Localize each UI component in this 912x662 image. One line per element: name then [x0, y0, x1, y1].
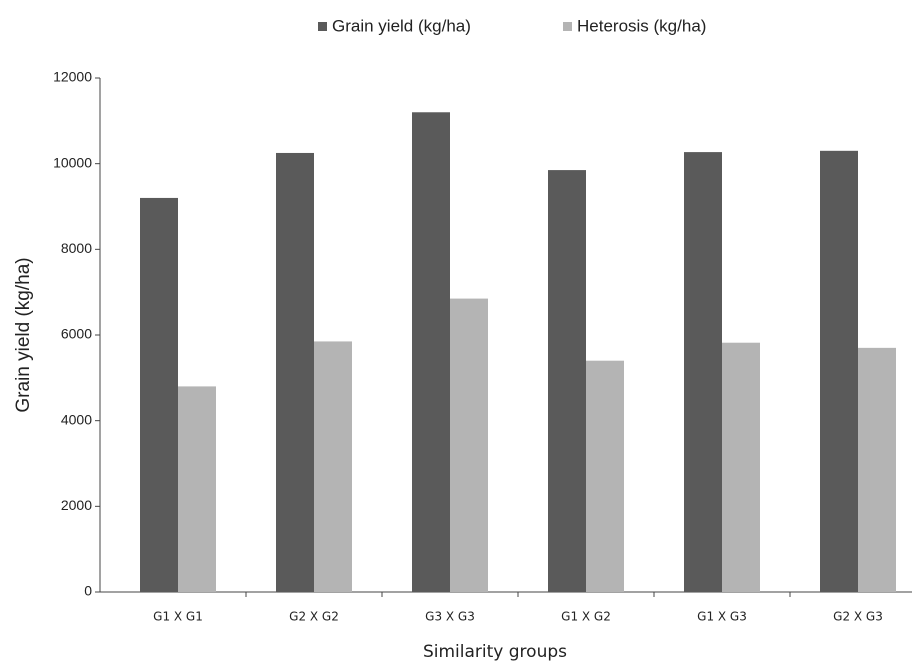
legend-marker: [563, 22, 572, 31]
y-tick-label: 0: [84, 583, 92, 599]
bar: [140, 197, 178, 592]
legend-marker: [318, 22, 327, 31]
x-tick-label: G1 X G2: [561, 610, 611, 624]
bar: [586, 360, 624, 592]
x-tick-label: G1 X G1: [153, 610, 203, 624]
y-tick-label: 12000: [53, 69, 92, 85]
bar: [722, 342, 760, 592]
legend-label: Grain yield (kg/ha): [332, 16, 471, 35]
bar: [314, 341, 352, 592]
bar: [684, 152, 722, 592]
legend-label: Heterosis (kg/ha): [577, 16, 706, 35]
bar: [450, 298, 488, 592]
x-tick-label: G3 X G3: [425, 610, 475, 624]
x-axis-title: Similarity groups: [423, 642, 567, 662]
bar: [276, 152, 314, 593]
y-tick-label: 8000: [61, 240, 92, 256]
bar: [548, 170, 586, 592]
x-tick-label: G2 X G3: [833, 610, 883, 624]
bar: [412, 112, 450, 593]
y-tick-label: 10000: [53, 154, 92, 170]
bar: [178, 386, 216, 592]
x-tick-label: G2 X G2: [289, 610, 339, 624]
x-tick-label: G1 X G3: [697, 610, 747, 624]
y-tick-label: 4000: [61, 411, 92, 427]
y-tick-label: 6000: [61, 326, 92, 342]
bar: [820, 150, 858, 593]
y-tick-label: 2000: [61, 497, 92, 513]
bar: [858, 347, 896, 592]
y-axis-title: Grain yield (kg/ha): [13, 257, 34, 412]
